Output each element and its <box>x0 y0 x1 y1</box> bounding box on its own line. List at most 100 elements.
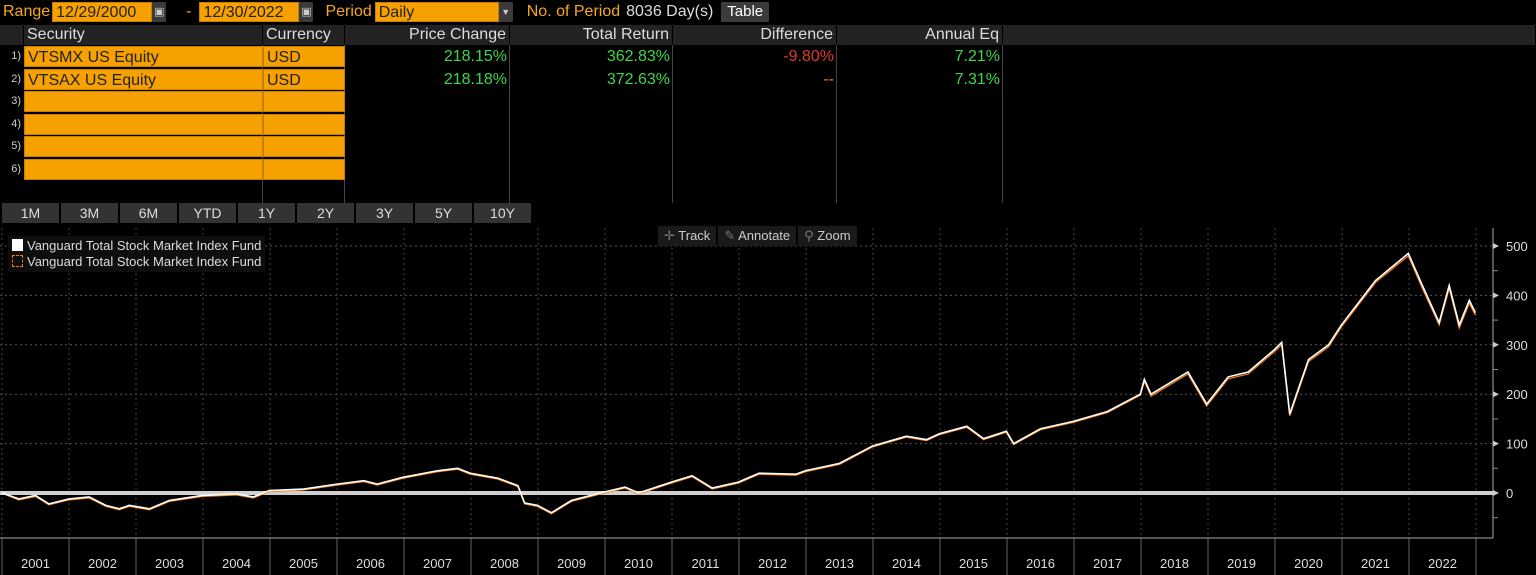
currency-input[interactable] <box>263 113 345 135</box>
crosshair-icon: ✛ <box>664 228 679 243</box>
x-tick-label: 2022 <box>1428 556 1457 571</box>
x-tick-label: 2018 <box>1160 556 1189 571</box>
col-divider <box>345 45 510 203</box>
securities-table: Security Currency Price Change Total Ret… <box>0 25 1536 203</box>
security-input[interactable] <box>24 113 263 135</box>
series-line-vtsmx <box>1 252 1477 514</box>
y-tick-label: 100 <box>1506 437 1528 452</box>
end-date-field[interactable]: 12/30/2022 <box>199 2 300 22</box>
legend-item: Vanguard Total Stock Market Index Fund <box>12 254 261 270</box>
track-button[interactable]: ✛ Track <box>658 226 717 246</box>
x-tick-label: 2004 <box>222 556 251 571</box>
x-tick-label: 2009 <box>557 556 586 571</box>
security-input[interactable] <box>24 91 263 112</box>
y-tick-marker <box>1493 490 1499 496</box>
x-tick-label: 2003 <box>155 556 184 571</box>
x-tick-label: 2015 <box>959 556 988 571</box>
y-tick-label: 300 <box>1506 338 1528 353</box>
header-currency: Currency <box>263 25 345 45</box>
x-tick-label: 2001 <box>21 556 50 571</box>
security-input[interactable] <box>24 136 263 157</box>
row-number: 1) <box>11 50 21 62</box>
currency-input[interactable] <box>263 136 345 157</box>
period-button-3y[interactable]: 3Y <box>356 203 413 223</box>
pencil-icon: ✎ <box>724 228 739 243</box>
legend-swatch-orange <box>12 255 23 267</box>
security-input[interactable] <box>24 158 263 180</box>
security-input[interactable]: VTSAX US Equity <box>24 68 263 90</box>
num-period-value: 8036 Day(s) <box>626 3 714 20</box>
range-label: Range <box>3 3 51 20</box>
currency-input[interactable] <box>263 91 345 112</box>
period-button-ytd[interactable]: YTD <box>179 203 236 223</box>
period-button-1y[interactable]: 1Y <box>238 203 295 223</box>
x-tick-label: 2008 <box>490 556 519 571</box>
row-number: 3) <box>11 95 21 107</box>
num-period-label: No. of Period <box>526 3 621 20</box>
price-change-value: 218.15% <box>443 48 507 65</box>
zoom-button[interactable]: ⚲ Zoom <box>798 226 857 246</box>
x-tick-label: 2011 <box>692 556 720 571</box>
total-return-value: 362.83% <box>606 48 670 65</box>
x-tick-label: 2013 <box>825 556 854 571</box>
calendar-icon[interactable]: ▣ <box>152 2 167 22</box>
currency-input[interactable]: USD <box>263 46 345 67</box>
x-tick-label: 2020 <box>1294 556 1323 571</box>
chevron-down-icon[interactable]: ▼ <box>498 2 513 22</box>
header-rownum <box>0 25 24 45</box>
period-button-5y[interactable]: 5Y <box>415 203 472 223</box>
x-tick-label: 2010 <box>624 556 653 571</box>
header-annual-eq: Annual Eq <box>837 25 1003 45</box>
header-difference: Difference <box>673 25 837 45</box>
difference-value: -- <box>823 70 834 88</box>
period-button-1m[interactable]: 1M <box>2 203 59 223</box>
calendar-icon[interactable]: ▣ <box>299 2 314 22</box>
legend-label: Vanguard Total Stock Market Index Fund <box>27 254 262 269</box>
period-button-3m[interactable]: 3M <box>61 203 118 223</box>
y-tick-marker <box>1493 391 1499 398</box>
period-select[interactable]: Daily <box>374 2 499 22</box>
period-button-2y[interactable]: 2Y <box>297 203 354 223</box>
x-tick-label: 2007 <box>423 556 452 571</box>
chart-tools: ✛ Track ✎ Annotate ⚲ Zoom <box>658 226 857 246</box>
legend-label: Vanguard Total Stock Market Index Fund <box>27 238 262 253</box>
y-tick-marker <box>1493 341 1499 348</box>
header-security: Security <box>24 25 263 45</box>
x-tick-label: 2005 <box>289 556 318 571</box>
legend-item: Vanguard Total Stock Market Index Fund <box>12 238 261 254</box>
x-tick-label: 2019 <box>1227 556 1256 571</box>
security-input[interactable]: VTSMX US Equity <box>24 46 263 67</box>
legend-swatch-white <box>12 239 23 251</box>
header-filler <box>1003 25 1536 45</box>
y-tick-label: 400 <box>1506 288 1528 303</box>
x-tick-label: 2017 <box>1093 556 1122 571</box>
chart-legend: Vanguard Total Stock Market Index Fund V… <box>8 236 266 272</box>
x-tick-label: 2014 <box>892 556 921 571</box>
magnifier-icon: ⚲ <box>804 228 818 243</box>
period-button-10y[interactable]: 10Y <box>474 203 531 223</box>
total-return-value: 372.63% <box>606 70 670 88</box>
chart[interactable]: 2001 2002 2003 2004 2005 2006 2007 2008 2009 2010… <box>0 226 1536 575</box>
period-label: Period <box>325 3 372 20</box>
range-dash: - <box>186 3 192 20</box>
y-tick-marker <box>1493 292 1499 299</box>
track-label: Track <box>678 228 711 243</box>
row-number: 4) <box>11 117 21 130</box>
start-date-field[interactable]: 12/29/2000 <box>52 2 153 22</box>
x-tick-label: 2016 <box>1026 556 1055 571</box>
price-change-value: 218.18% <box>443 70 507 88</box>
table-button[interactable]: Table <box>721 2 770 22</box>
annotate-button[interactable]: ✎ Annotate <box>718 226 797 246</box>
zoom-label: Zoom <box>817 228 851 243</box>
x-tick-label: 2021 <box>1361 556 1390 571</box>
currency-input[interactable] <box>263 158 345 180</box>
y-tick-label: 500 <box>1506 239 1528 254</box>
row-number: 6) <box>11 162 21 175</box>
period-button-6m[interactable]: 6M <box>120 203 177 223</box>
row-number: 2) <box>11 72 21 85</box>
currency-input[interactable]: USD <box>263 68 345 90</box>
difference-value: -9.80% <box>783 48 834 65</box>
row-number: 5) <box>11 140 21 152</box>
y-tick-marker <box>1493 440 1499 447</box>
period-buttons: 1M 3M 6M YTD 1Y 2Y 3Y 5Y 10Y <box>2 203 531 223</box>
